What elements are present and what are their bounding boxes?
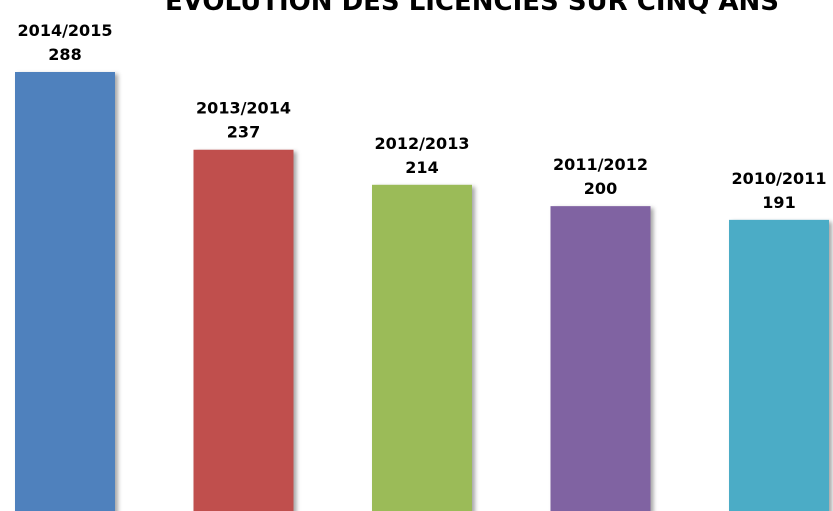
bars: [15, 72, 829, 511]
bar-2014-2015: [15, 72, 115, 511]
category-label: 2011/2012: [553, 155, 648, 174]
category-label: 2013/2014: [196, 99, 291, 118]
value-label: 214: [405, 158, 438, 177]
bar-2013-2014: [193, 149, 294, 511]
value-label: 288: [48, 45, 81, 64]
value-label: 237: [227, 123, 260, 142]
bar-2010-2011: [729, 219, 829, 511]
data-labels: 2014/2015 288 2013/2014 237 2012/2013 214 2011…: [18, 21, 827, 212]
category-label: 2012/2013: [375, 134, 470, 153]
bar-2011-2012: [550, 206, 651, 511]
value-label: 200: [584, 179, 617, 198]
value-label: 191: [762, 193, 795, 212]
chart-title: ÉVOLUTION DES LICENCIÉS SUR CINQ ANS: [165, 0, 779, 17]
category-label: 2010/2011: [732, 169, 827, 188]
bar-2012-2013: [372, 184, 472, 511]
category-label: 2014/2015: [18, 21, 113, 40]
